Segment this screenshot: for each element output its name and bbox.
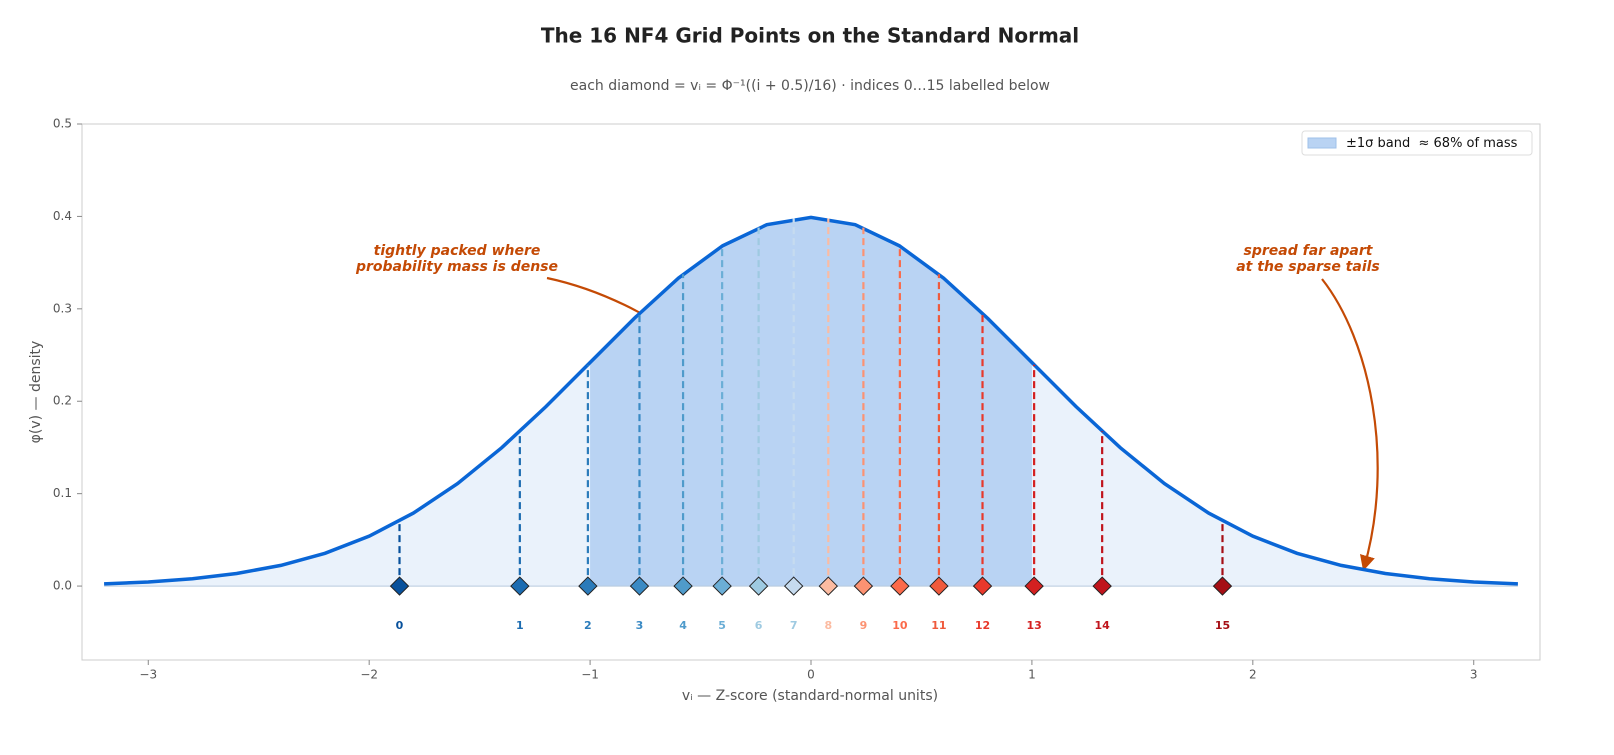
index-label: 12	[975, 619, 990, 632]
grid-point-diamond	[929, 576, 949, 596]
index-label: 8	[824, 619, 832, 632]
x-tick-label: 0	[807, 668, 815, 682]
annotation-arrow	[1321, 278, 1379, 571]
grid-point-diamond	[673, 576, 693, 596]
sigma-band	[590, 217, 1032, 587]
y-tick-label: 0.4	[53, 209, 72, 223]
grid-point-diamond	[972, 576, 993, 596]
index-label: 2	[584, 619, 592, 632]
annotation: probability mass is dense	[355, 259, 558, 275]
x-tick-label: −2	[360, 668, 378, 682]
legend-swatch	[1307, 137, 1337, 149]
grid-point-diamond	[853, 576, 874, 596]
y-tick-label: 0.5	[53, 117, 72, 131]
grid-point-diamond	[1212, 576, 1233, 596]
x-tick-label: 3	[1470, 668, 1478, 682]
y-tick-label: 0.3	[53, 301, 72, 315]
y-axis-label: φ(v) — density	[28, 341, 44, 444]
index-label: 4	[679, 619, 687, 632]
grid-point-diamond	[510, 576, 530, 596]
index-label: 10	[892, 619, 908, 632]
index-label: 13	[1026, 619, 1041, 632]
density-curve	[104, 215, 1518, 586]
y-tick-label: 0.2	[53, 394, 72, 408]
x-tick-label: 1	[1028, 668, 1036, 682]
grid-point-diamond	[1024, 576, 1044, 596]
grid-point-diamond	[818, 576, 839, 596]
x-tick-label: 2	[1249, 668, 1257, 682]
x-axis-label: vᵢ — Z-score (standard-normal units)	[682, 688, 938, 704]
index-label: 0	[396, 619, 404, 632]
index-label: 9	[860, 619, 868, 632]
index-label: 11	[931, 619, 946, 632]
chart-subtitle: each diamond = vᵢ = Φ⁻¹((i + 0.5)/16) · …	[570, 78, 1050, 94]
legend-label: ±1σ band ≈ 68% of mass	[1346, 136, 1518, 151]
grid-point-diamond	[629, 576, 650, 596]
grid-point-diamond	[712, 576, 732, 596]
chart-title: The 16 NF4 Grid Points on the Standard N…	[541, 24, 1079, 48]
grid-point-diamond	[578, 576, 598, 596]
annotation: spread far apart	[1244, 243, 1374, 259]
annotation: at the sparse tails	[1236, 259, 1380, 275]
index-label: 14	[1095, 619, 1111, 632]
index-label: 1	[516, 619, 524, 632]
x-tick-label: −3	[139, 668, 157, 682]
x-tick-label: −1	[581, 668, 599, 682]
index-label: 5	[718, 619, 726, 632]
grid-point-diamond	[890, 576, 910, 596]
index-label: 7	[790, 619, 798, 632]
index-label: 6	[755, 619, 763, 632]
y-tick-label: 0.1	[53, 486, 72, 500]
grid-point-diamond	[389, 576, 410, 596]
index-label: 15	[1215, 619, 1230, 632]
grid-point-diamond	[748, 576, 769, 596]
grid-point-diamond	[783, 576, 804, 596]
annotation: tightly packed where	[374, 243, 541, 259]
y-tick-label: 0.0	[53, 579, 72, 593]
grid-point-diamond	[1092, 576, 1112, 596]
legend-box	[1301, 130, 1533, 156]
index-label: 3	[636, 619, 644, 632]
